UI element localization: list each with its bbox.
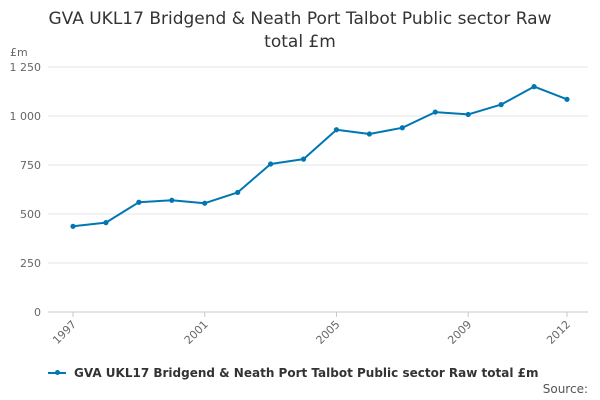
x-tick-label: 2009	[445, 318, 474, 347]
data-point[interactable]	[498, 102, 504, 108]
data-point[interactable]	[103, 220, 109, 226]
data-point[interactable]	[531, 84, 537, 90]
legend-series-label: GVA UKL17 Bridgend & Neath Port Talbot P…	[74, 366, 539, 380]
chart-title: GVA UKL17 Bridgend & Neath Port Talbot P…	[0, 8, 600, 54]
y-tick-label: 750	[20, 159, 41, 172]
legend-line-swatch-icon	[48, 370, 66, 375]
x-tick-label: 2005	[314, 318, 343, 347]
y-axis-unit-label: £m	[10, 46, 28, 59]
source-label: Source:	[542, 382, 588, 396]
y-tick-label: 1 000	[10, 110, 42, 123]
y-tick-label: 500	[20, 208, 41, 221]
chart-legend[interactable]: GVA UKL17 Bridgend & Neath Port Talbot P…	[48, 366, 538, 380]
series-layer	[70, 84, 570, 229]
series-line	[72, 85, 568, 228]
chart-title-line-2: total £m	[264, 32, 336, 52]
data-point[interactable]	[136, 199, 142, 205]
data-point[interactable]	[235, 189, 241, 196]
axis-layer: 0 250 500 750 1 000 1 250 1997 2001 2005 2009 2012	[10, 61, 574, 347]
data-point[interactable]	[268, 161, 274, 167]
grid-layer	[48, 66, 588, 313]
data-point[interactable]	[70, 223, 76, 229]
data-point[interactable]	[333, 127, 340, 133]
data-point[interactable]	[399, 125, 405, 131]
data-point[interactable]	[366, 131, 372, 137]
y-tick-label: 0	[34, 306, 41, 319]
data-point[interactable]	[300, 156, 307, 162]
x-tick-label: 2012	[544, 318, 573, 347]
data-point[interactable]	[564, 96, 570, 102]
chart-title-line-1: GVA UKL17 Bridgend & Neath Port Talbot P…	[48, 9, 552, 29]
data-point[interactable]	[169, 197, 175, 203]
y-tick-label: 1 250	[10, 61, 42, 74]
y-tick-label: 250	[20, 257, 41, 270]
data-point[interactable]	[465, 111, 471, 118]
x-tick-label: 2001	[182, 318, 211, 347]
data-point[interactable]	[432, 109, 438, 115]
data-point[interactable]	[202, 200, 208, 206]
x-tick-label: 1997	[50, 318, 79, 347]
